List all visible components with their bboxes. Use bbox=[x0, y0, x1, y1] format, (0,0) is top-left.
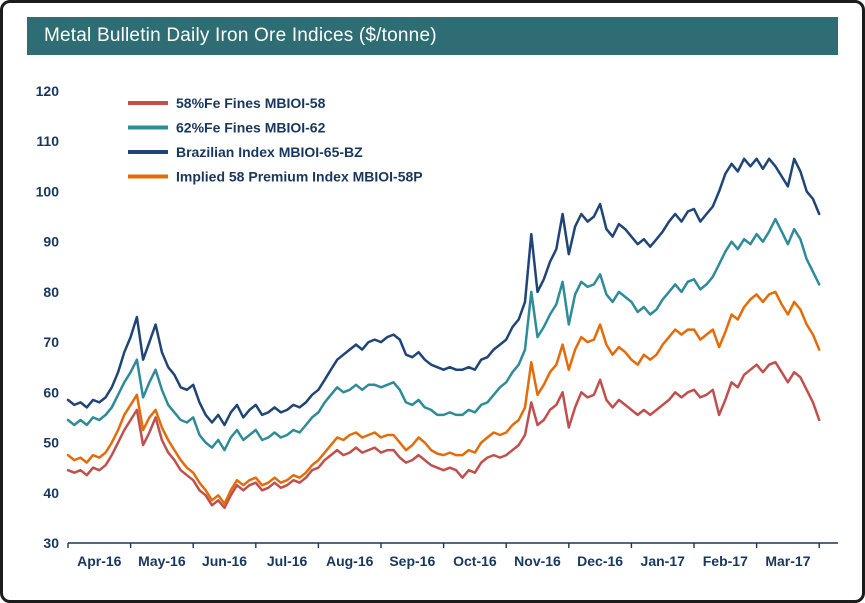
series-line bbox=[66, 157, 821, 427]
x-axis-tick-label: Oct-16 bbox=[453, 553, 497, 569]
chart-title: Metal Bulletin Daily Iron Ore Indices ($… bbox=[44, 25, 437, 46]
x-axis-tick-label: Dec-16 bbox=[577, 553, 623, 569]
y-axis-tick-label: 80 bbox=[43, 284, 59, 300]
chart-area: 30 40 50 60 70 80 90 100 110 120 Apr-16 May-16 Jun-1… bbox=[28, 65, 853, 595]
y-axis-tick-label: 70 bbox=[43, 334, 59, 350]
series-line bbox=[66, 217, 821, 452]
legend-label: 62%Fe Fines MBIOI-62 bbox=[176, 120, 326, 136]
y-axis-tick-label: 40 bbox=[43, 485, 59, 501]
x-axis-tick-label: Jan-17 bbox=[641, 553, 686, 569]
legend-label: 58%Fe Fines MBIOI-58 bbox=[176, 95, 326, 111]
x-axis-tick-label: Nov-16 bbox=[514, 553, 561, 569]
x-axis-tick-label: May-16 bbox=[138, 553, 186, 569]
x-axis-tick-label: Sep-16 bbox=[389, 553, 435, 569]
x-axis-tick-label: Jun-16 bbox=[202, 553, 247, 569]
series-line bbox=[66, 360, 821, 510]
x-axis-tick-label: Aug-16 bbox=[326, 553, 374, 569]
legend-label: Implied 58 Premium Index MBIOI-58P bbox=[176, 169, 423, 185]
chart-title-bar: Metal Bulletin Daily Iron Ore Indices ($… bbox=[27, 17, 838, 55]
y-axis-tick-label: 120 bbox=[36, 83, 60, 99]
y-axis-tick-label: 90 bbox=[43, 234, 59, 250]
y-axis-tick-label: 110 bbox=[36, 133, 59, 149]
y-axis-tick-label: 100 bbox=[36, 183, 60, 199]
iron-ore-line-chart: 30 40 50 60 70 80 90 100 110 120 Apr-16 May-16 Jun-1… bbox=[36, 83, 838, 569]
legend-label: Brazilian Index MBIOI-65-BZ bbox=[176, 144, 363, 160]
x-axis-tick-label: Apr-16 bbox=[77, 553, 122, 569]
x-axis-tick-label: Feb-17 bbox=[703, 553, 748, 569]
y-axis-tick-label: 50 bbox=[43, 435, 59, 451]
y-axis-tick-label: 60 bbox=[43, 384, 59, 400]
series-line bbox=[66, 290, 821, 506]
y-axis-tick-label: 30 bbox=[43, 535, 59, 551]
x-axis-tick-label: Mar-17 bbox=[765, 553, 810, 569]
x-axis-tick-label: Jul-16 bbox=[267, 553, 308, 569]
